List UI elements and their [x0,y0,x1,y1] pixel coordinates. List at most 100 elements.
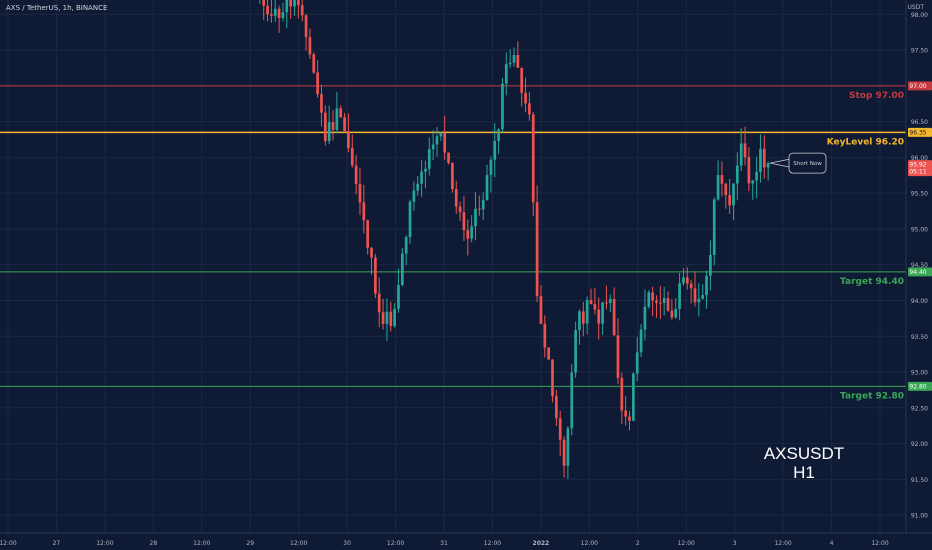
candle-body [462,212,466,231]
candle-body [427,149,431,169]
candle-body [504,64,508,84]
candle-body [562,439,566,466]
candle-body [320,94,323,113]
candle-body [343,117,346,131]
candle-body [262,0,266,6]
price-tick-label: 95.50 [911,191,928,198]
candle-body [293,0,296,7]
candle-body [412,190,416,202]
candle-body [266,5,269,15]
candle-body [385,311,389,324]
time-axis[interactable]: 12:00 27 12:00 28 12:00 29 12:00 30 12:00 31 12:00… [0,532,932,547]
candle-body [689,283,693,289]
time-tick-label: 12:00 [0,540,17,547]
candle-body [751,180,755,184]
target-1-label: Target 94.40 [840,277,904,287]
short-now-annotation: Short Now [769,152,827,174]
time-tick-label: 12:00 [678,540,695,547]
time-tick-label: 12:00 [871,540,888,547]
price-tick-label: 97.50 [911,48,928,55]
candle-body [605,302,608,304]
candle-body [493,141,497,160]
time-tick-label: 3 [733,540,737,547]
candle-body [481,200,485,210]
candle-body [743,143,747,158]
candle-body [574,330,577,373]
stop-axis-value: 97.00 [909,83,926,90]
candle-body [458,206,462,213]
stop-axis-tag [908,81,932,91]
candle-body [616,335,620,378]
candle-body [381,312,385,324]
candle-body [435,136,439,145]
time-tick-label: 12:00 [581,540,598,547]
candle-body [366,220,370,248]
candle-body [501,83,504,130]
candle-body [628,416,631,421]
price-tick-label: 92.50 [911,405,928,412]
candle-body [589,300,593,305]
price-tick-label: 93.50 [911,334,928,341]
candle-body [543,323,547,348]
candle-body [273,8,277,16]
candle-body [497,129,500,142]
candle-body [612,299,616,336]
key-levels: Stop 97.00 KeyLevel 96.20 Target 94.40 Targ… [0,85,906,401]
candle-body [682,277,685,284]
price-tick-label: 92.00 [911,441,928,448]
candle-body [374,257,377,294]
candle-body [508,62,512,65]
candle-body [728,195,731,206]
candle-body [358,183,362,203]
candle-body [389,311,393,327]
candle-body [535,202,539,297]
candle-body [277,8,281,18]
annotation-text: Short Now [793,161,822,167]
time-tick-label: 27 [53,540,61,547]
time-tick-label: 12:00 [484,540,501,547]
candle-body [316,72,319,95]
time-tick-label: 28 [150,540,158,547]
candle-body [323,112,327,142]
price-tick-label: 96.00 [911,155,928,162]
candle-body [400,253,404,286]
time-tick-label: 12:00 [290,540,307,547]
candle-body [747,157,751,184]
time-tick-label: 12:00 [193,540,210,547]
candle-body [424,168,427,172]
candle-body [354,165,358,184]
candles [259,0,770,479]
annotation-box [788,152,827,174]
candle-body [593,304,597,310]
price-axis[interactable]: 98.00 97.50 97.00 96.50 96.00 95.50 95.00 94.50… [905,0,932,533]
candle-body [420,171,423,184]
candle-body [520,67,524,93]
candle-body [581,311,585,324]
candle-body [335,108,339,130]
time-tick-label: 2 [636,540,640,547]
candle-body [516,55,520,68]
candle-body [670,310,674,318]
candle-body [697,298,701,303]
candle-body [327,122,331,142]
candle-body [416,183,420,191]
candle-body [639,329,643,353]
candle-body [709,254,712,276]
candle-body [732,183,735,206]
keylevel-label: KeyLevel 96.20 [827,137,904,147]
candle-body [759,148,762,172]
candle-body [570,372,574,429]
candle-body [524,92,527,104]
candle-body [585,300,589,324]
candle-body [735,165,739,184]
candle-body [666,298,670,311]
candle-body [451,162,454,189]
candle-body [477,208,481,210]
candle-body [404,237,408,254]
candle-body [512,55,516,63]
candle-body [647,292,651,307]
candle-body [331,122,335,130]
candle-body [739,143,743,166]
